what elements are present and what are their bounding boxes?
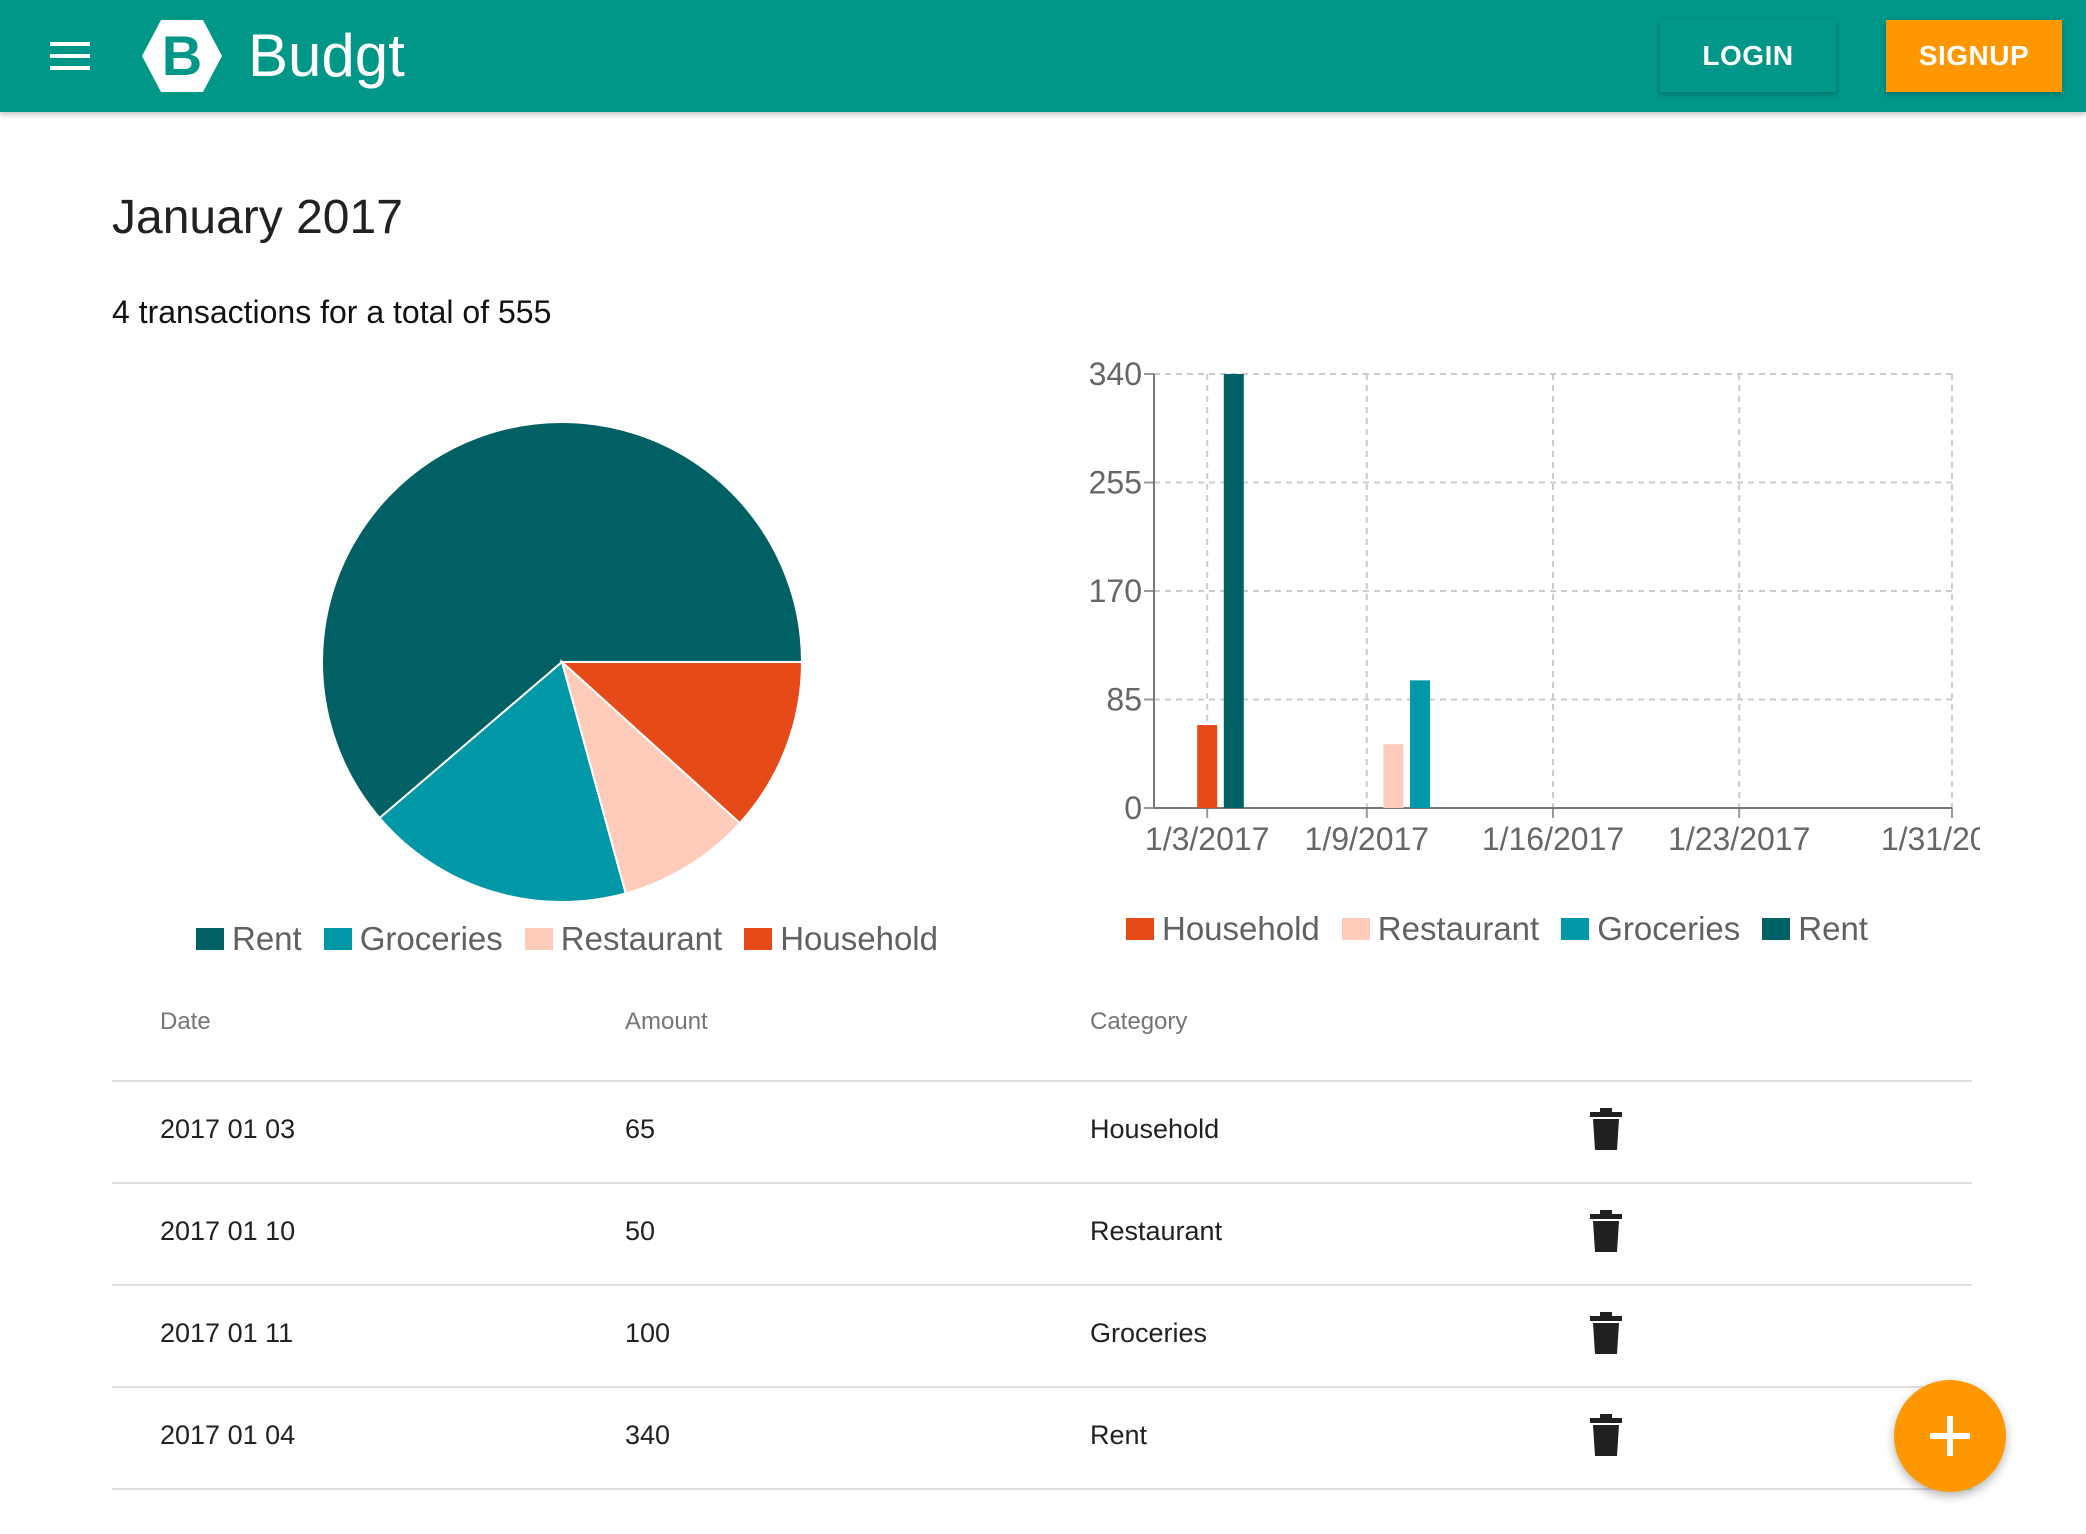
legend-swatch <box>744 928 773 950</box>
bar-legend-item: Rent <box>1762 910 1868 948</box>
budgt-logo-icon: B <box>142 20 222 92</box>
cell-date: 2017 01 11 <box>160 1318 294 1348</box>
header-category: Category <box>1090 1008 1188 1035</box>
add-transaction-button[interactable] <box>1894 1380 2006 1492</box>
cell-date: 2017 01 03 <box>160 1114 296 1144</box>
hamburger-menu-icon[interactable] <box>50 42 90 70</box>
legend-label: Groceries <box>1597 910 1741 947</box>
cell-amount: 50 <box>625 1216 656 1246</box>
signup-button[interactable]: SIGNUP <box>1886 20 2062 92</box>
legend-label: Rent <box>232 920 302 957</box>
pie-chart-legend: Rent Groceries Restaurant Household <box>196 920 960 958</box>
bar-rent <box>1223 374 1244 808</box>
trash-icon[interactable] <box>1590 1210 1622 1252</box>
legend-label: Restaurant <box>1377 910 1540 947</box>
bar-chart-legend: Household Restaurant Groceries Rent <box>1126 910 1890 948</box>
y-tick-label: 255 <box>1089 465 1142 501</box>
cell-category: Rent <box>1090 1420 1148 1450</box>
page-title: January 2017 <box>112 191 403 244</box>
app-bar: B Budgt LOGIN SIGNUP <box>0 0 2086 112</box>
cell-date: 2017 01 04 <box>160 1420 296 1450</box>
legend-label: Groceries <box>359 920 503 957</box>
pie-slice-groceries <box>378 660 627 903</box>
legend-swatch <box>1341 918 1370 940</box>
pie-legend-item: Restaurant <box>524 920 723 958</box>
plus-icon <box>1930 1416 1970 1456</box>
bar-legend-item: Restaurant <box>1341 910 1540 948</box>
bar-restaurant <box>1383 744 1404 808</box>
cell-amount: 100 <box>625 1318 671 1348</box>
legend-label: Household <box>1162 910 1320 947</box>
transactions-summary: 4 transactions for a total of 555 <box>112 294 552 330</box>
bar-legend-item: Household <box>1126 910 1320 948</box>
table-row: 2017 01 04 340 Rent <box>112 1388 1972 1490</box>
cell-category: Groceries <box>1090 1318 1208 1348</box>
cell-category: Restaurant <box>1090 1216 1223 1246</box>
bar-household <box>1197 725 1218 808</box>
table-row: 2017 01 03 65 Household <box>112 1082 1972 1184</box>
cell-amount: 65 <box>625 1114 656 1144</box>
cell-amount: 340 <box>625 1420 671 1450</box>
pie-slice-household <box>559 661 804 825</box>
y-tick-label: 0 <box>1124 790 1142 826</box>
login-button[interactable]: LOGIN <box>1660 20 1836 92</box>
legend-swatch <box>1561 918 1590 940</box>
header-date: Date <box>160 1008 211 1035</box>
legend-label: Household <box>780 920 938 957</box>
pie-legend-item: Household <box>744 920 938 958</box>
y-tick-label: 85 <box>1106 682 1142 718</box>
x-tick-label: 1/31/2017 <box>1881 821 1980 857</box>
trash-icon[interactable] <box>1590 1312 1622 1354</box>
x-tick-label: 1/3/2017 <box>1145 821 1270 857</box>
bar-legend-item: Groceries <box>1561 910 1740 948</box>
app-name: Budgt <box>248 22 405 89</box>
table-header: Date Amount Category <box>112 990 1972 1082</box>
cell-date: 2017 01 10 <box>160 1216 296 1246</box>
legend-label: Rent <box>1798 910 1868 947</box>
daily-bar-chart: 340 255 170 85 01/3/2017 1/9/2017 1/16/2017 1/2… <box>1089 360 1980 857</box>
x-tick-label: 1/9/2017 <box>1305 821 1430 857</box>
transactions-table: Date Amount Category 2017 01 03 65 Househo… <box>112 990 1972 1490</box>
pie-legend-item: Groceries <box>323 920 503 958</box>
category-pie-chart <box>321 421 804 903</box>
x-tick-label: 1/23/2017 <box>1668 821 1810 857</box>
pie-slice-restaurant <box>560 658 742 895</box>
pie-legend-item: Rent <box>196 920 302 958</box>
logo-letter: B <box>162 24 202 87</box>
y-tick-label: 170 <box>1089 573 1142 609</box>
x-tick-label: 1/16/2017 <box>1482 821 1624 857</box>
legend-swatch <box>196 928 224 950</box>
header-amount: Amount <box>625 1008 708 1035</box>
legend-swatch <box>524 928 553 950</box>
trash-icon[interactable] <box>1590 1414 1622 1456</box>
legend-swatch <box>1126 918 1154 940</box>
legend-swatch <box>323 928 352 950</box>
bar-groceries <box>1410 680 1430 808</box>
table-row: 2017 01 10 50 Restaurant <box>112 1184 1972 1286</box>
legend-label: Restaurant <box>560 920 723 957</box>
table-row: 2017 01 11 100 Groceries <box>112 1286 1972 1388</box>
trash-icon[interactable] <box>1590 1108 1622 1150</box>
pie-slice-rent <box>321 421 804 820</box>
y-tick-label: 340 <box>1089 360 1142 392</box>
legend-swatch <box>1762 918 1791 940</box>
cell-category: Household <box>1090 1114 1220 1144</box>
